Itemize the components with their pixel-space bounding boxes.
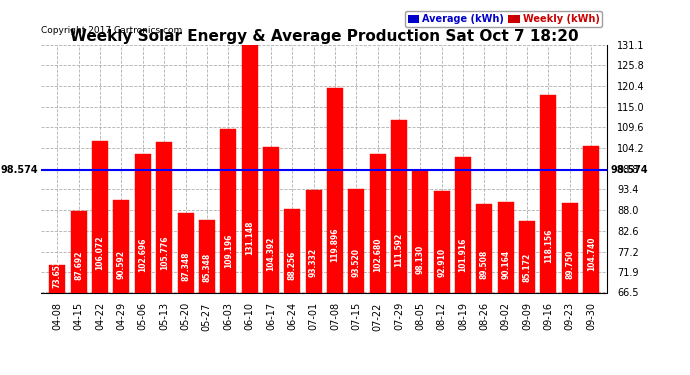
Bar — [135, 154, 151, 292]
Bar — [71, 211, 87, 292]
Text: 90.164: 90.164 — [501, 250, 511, 279]
Text: 88.256: 88.256 — [288, 251, 297, 280]
Bar — [348, 189, 364, 292]
Title: Weekly Solar Energy & Average Production Sat Oct 7 18:20: Weekly Solar Energy & Average Production… — [70, 29, 579, 44]
Bar — [177, 213, 193, 292]
Bar — [540, 94, 557, 292]
Bar — [92, 141, 108, 292]
Bar — [413, 171, 428, 292]
Text: 87.348: 87.348 — [181, 251, 190, 280]
Text: 73.652: 73.652 — [53, 259, 62, 288]
Text: 118.156: 118.156 — [544, 228, 553, 263]
Text: 92.910: 92.910 — [437, 248, 446, 278]
Bar — [241, 45, 257, 292]
Text: 85.348: 85.348 — [202, 252, 211, 282]
Text: 98.574: 98.574 — [611, 165, 648, 175]
Bar — [263, 147, 279, 292]
Text: 93.332: 93.332 — [309, 248, 318, 277]
Text: 111.592: 111.592 — [395, 232, 404, 267]
Bar — [220, 129, 236, 292]
Text: 102.680: 102.680 — [373, 237, 382, 272]
Text: 98.130: 98.130 — [416, 245, 425, 274]
Text: 93.520: 93.520 — [352, 248, 361, 277]
Bar — [583, 146, 599, 292]
Text: 98.574: 98.574 — [1, 165, 38, 175]
Text: 105.776: 105.776 — [159, 236, 168, 270]
Bar — [497, 202, 514, 292]
Text: 89.750: 89.750 — [565, 250, 574, 279]
Text: 102.696: 102.696 — [138, 237, 148, 272]
Bar — [284, 209, 300, 292]
Bar — [476, 204, 493, 292]
Text: 131.148: 131.148 — [245, 221, 254, 255]
Text: Copyright 2017 Cartronics.com: Copyright 2017 Cartronics.com — [41, 26, 183, 35]
Bar — [199, 220, 215, 292]
Bar — [306, 190, 322, 292]
Text: 109.196: 109.196 — [224, 234, 233, 268]
Bar — [562, 203, 578, 292]
Text: 89.508: 89.508 — [480, 250, 489, 279]
Bar — [50, 265, 66, 292]
Bar — [455, 157, 471, 292]
Bar — [156, 142, 172, 292]
Bar — [391, 120, 407, 292]
Bar — [113, 200, 130, 292]
Text: 104.740: 104.740 — [586, 236, 595, 270]
Text: 90.592: 90.592 — [117, 250, 126, 279]
Bar — [327, 88, 343, 292]
Text: 87.692: 87.692 — [75, 251, 83, 280]
Bar — [370, 154, 386, 292]
Text: 85.172: 85.172 — [522, 252, 531, 282]
Text: 106.072: 106.072 — [96, 235, 105, 270]
Text: 119.896: 119.896 — [331, 227, 339, 262]
Text: 104.392: 104.392 — [266, 236, 275, 271]
Text: 101.916: 101.916 — [459, 238, 468, 272]
Bar — [519, 221, 535, 292]
Bar — [434, 191, 450, 292]
Legend: Average (kWh), Weekly (kWh): Average (kWh), Weekly (kWh) — [405, 12, 602, 27]
